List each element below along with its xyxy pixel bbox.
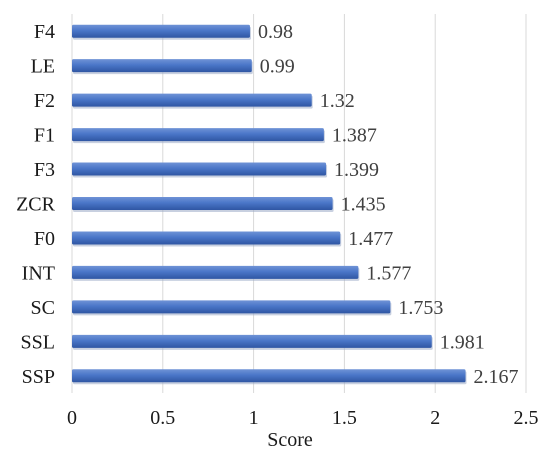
bars (72, 24, 467, 385)
x-tick-label: 2.5 (514, 407, 539, 429)
data-label: 1.387 (332, 125, 377, 147)
data-label: 1.435 (341, 194, 386, 216)
bar (72, 369, 466, 383)
x-tick-label: 0 (67, 407, 77, 429)
bar (72, 162, 327, 176)
data-label: 1.477 (348, 228, 393, 250)
data-label: 1.399 (334, 159, 379, 181)
category-label: F3 (34, 159, 55, 181)
bar (72, 93, 312, 107)
data-label: 0.98 (258, 21, 293, 43)
x-tick-label: 1 (249, 407, 259, 429)
x-axis-title: Score (267, 429, 313, 451)
data-label: 1.32 (320, 90, 355, 112)
bar (72, 231, 341, 245)
category-label: SSP (22, 366, 55, 388)
bar (72, 59, 252, 73)
bar (72, 197, 333, 210)
category-label: ZCR (16, 194, 56, 216)
bar (72, 24, 250, 38)
data-label: 1.753 (398, 297, 443, 319)
bar (72, 265, 359, 279)
x-tick-label: 1.5 (332, 407, 357, 429)
bar (72, 300, 391, 314)
category-label: F4 (34, 21, 55, 43)
labels: 0 0.5 1 1.5 2 2.5 F4 0.98 LE 0.99 F2 1.32 F1 1.387 F3 1… (16, 21, 538, 429)
category-label: LE (31, 56, 55, 78)
data-label: 1.577 (366, 262, 411, 284)
category-label: F2 (34, 90, 55, 112)
bar (72, 334, 432, 348)
x-tick-label: 2 (430, 407, 440, 429)
category-label: F1 (34, 125, 55, 147)
category-label: SSL (21, 331, 55, 353)
x-tick-label: 0.5 (150, 407, 175, 429)
bar (72, 128, 324, 142)
category-label: INT (22, 262, 55, 284)
data-label: 0.99 (260, 56, 295, 78)
data-label: 1.981 (440, 331, 485, 353)
data-label: 2.167 (474, 366, 519, 388)
category-label: SC (31, 297, 55, 319)
category-label: F0 (34, 228, 55, 250)
